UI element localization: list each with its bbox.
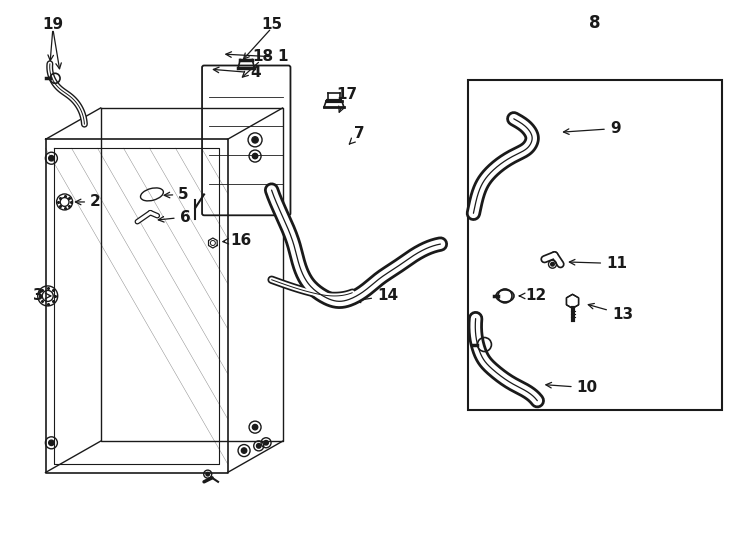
Circle shape <box>48 440 54 445</box>
Text: 1: 1 <box>277 49 288 64</box>
Circle shape <box>550 262 554 266</box>
Polygon shape <box>567 294 578 308</box>
Text: 6: 6 <box>159 210 190 225</box>
Text: 14: 14 <box>355 288 398 303</box>
Circle shape <box>252 424 258 430</box>
Circle shape <box>264 441 269 445</box>
Circle shape <box>206 472 209 476</box>
Circle shape <box>256 444 261 448</box>
Text: 15: 15 <box>261 17 282 32</box>
Text: 8: 8 <box>589 14 600 32</box>
Text: 16: 16 <box>223 233 251 248</box>
Text: 18: 18 <box>252 49 273 64</box>
Text: 10: 10 <box>546 380 597 395</box>
Text: 9: 9 <box>564 121 620 136</box>
Text: 2: 2 <box>76 194 101 210</box>
Text: 13: 13 <box>588 303 633 322</box>
Circle shape <box>252 153 258 159</box>
Text: 3: 3 <box>33 288 51 303</box>
Circle shape <box>241 448 247 453</box>
Text: 7: 7 <box>349 126 365 144</box>
Text: 19: 19 <box>43 17 63 32</box>
Text: 12: 12 <box>519 288 546 303</box>
Circle shape <box>252 137 258 143</box>
Text: 4: 4 <box>214 65 261 80</box>
Text: 11: 11 <box>570 256 627 271</box>
Bar <box>468 80 722 410</box>
Circle shape <box>48 156 54 161</box>
Text: 5: 5 <box>164 187 189 202</box>
Text: 17: 17 <box>336 87 357 112</box>
